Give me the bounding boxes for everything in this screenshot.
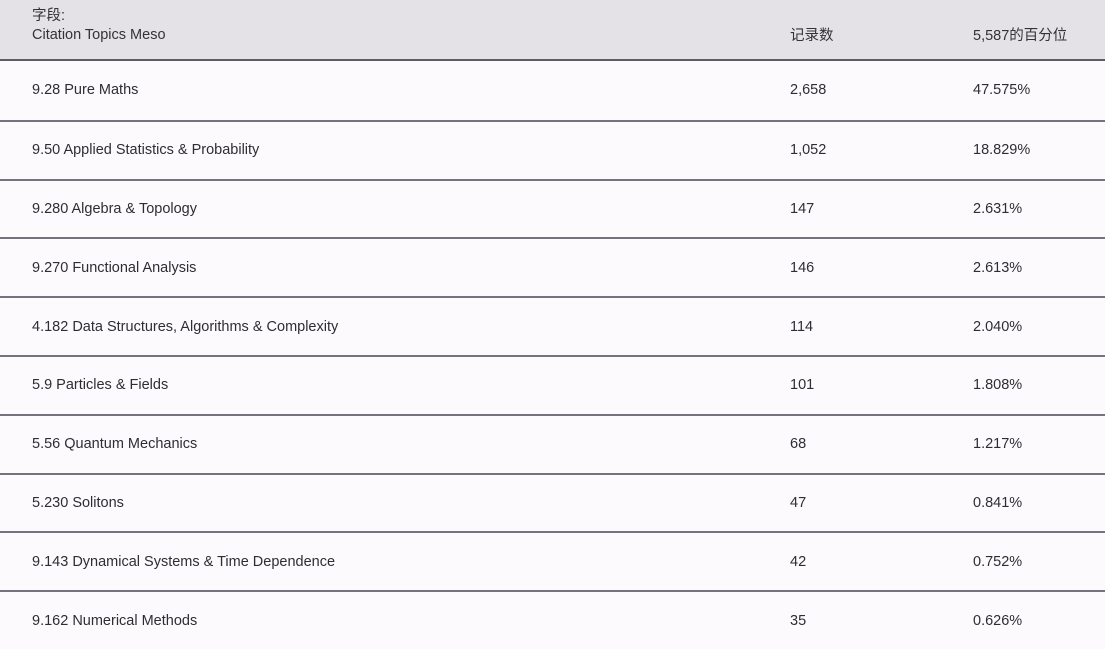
percentile-value: 1.808%	[973, 377, 1023, 394]
topic-label: 9.270 Functional Analysis	[32, 259, 197, 276]
table-header: 字段: Citation Topics Meso 记录数 5,587的百分位	[0, 0, 1105, 61]
table-row: 5.56 Quantum Mechanics 68 1.217%	[0, 413, 1105, 473]
percentile-value: 18.829%	[973, 142, 1031, 159]
record-count: 101	[790, 377, 815, 394]
percentile-value: 0.841%	[973, 494, 1023, 511]
column-header-record-count: 记录数	[790, 28, 834, 44]
column-header-percentile: 5,587的百分位	[973, 28, 1068, 44]
percentile-value: 2.613%	[973, 259, 1023, 276]
percentile-value: 0.752%	[973, 553, 1023, 570]
topic-label: 9.143 Dynamical Systems & Time Dependenc…	[32, 553, 336, 570]
record-count: 114	[790, 318, 814, 335]
topic-label: 4.182 Data Structures, Algorithms & Comp…	[32, 318, 339, 335]
topic-label: 9.280 Algebra & Topology	[32, 200, 198, 217]
record-count: 42	[790, 553, 807, 570]
record-count: 1,052	[790, 142, 827, 159]
topic-label: 9.50 Applied Statistics & Probability	[32, 142, 260, 159]
topic-label: 9.28 Pure Maths	[32, 82, 139, 99]
percentile-value: 0.626%	[973, 612, 1023, 629]
record-count: 47	[790, 494, 807, 511]
percentile-value: 2.040%	[973, 318, 1023, 335]
field-value: Citation Topics Meso	[32, 27, 166, 43]
percentile-value: 47.575%	[973, 82, 1031, 99]
field-header-cell: 字段: Citation Topics Meso	[0, 0, 790, 59]
table-row: 9.270 Functional Analysis 146 2.613%	[0, 237, 1105, 297]
field-label: 字段:	[32, 8, 66, 24]
table-row: 4.182 Data Structures, Algorithms & Comp…	[0, 296, 1105, 355]
record-count: 147	[790, 200, 815, 217]
table-row: 9.280 Algebra & Topology 147 2.631%	[0, 178, 1105, 238]
record-count: 35	[790, 612, 807, 629]
topic-label: 5.56 Quantum Mechanics	[32, 436, 198, 453]
record-count: 146	[790, 259, 815, 276]
percentile-value: 2.631%	[973, 200, 1023, 217]
topic-label: 9.162 Numerical Methods	[32, 612, 198, 629]
table-row: 5.9 Particles & Fields 101 1.808%	[0, 354, 1105, 414]
table-row: 9.50 Applied Statistics & Probability 1,…	[0, 119, 1105, 179]
table-body: 9.28 Pure Maths 2,658 47.575% 9.50 Appli…	[0, 61, 1105, 649]
record-count: 2,658	[790, 82, 827, 99]
topic-label: 5.230 Solitons	[32, 494, 124, 511]
table-row: 9.143 Dynamical Systems & Time Dependenc…	[0, 531, 1105, 591]
table-row: 9.162 Numerical Methods 35 0.626%	[0, 590, 1105, 649]
table-row: 5.230 Solitons 47 0.841%	[0, 472, 1105, 532]
percentile-value: 1.217%	[973, 436, 1023, 453]
record-count: 68	[790, 436, 807, 453]
table-row: 9.28 Pure Maths 2,658 47.575%	[0, 61, 1105, 120]
topic-label: 5.9 Particles & Fields	[32, 377, 169, 394]
